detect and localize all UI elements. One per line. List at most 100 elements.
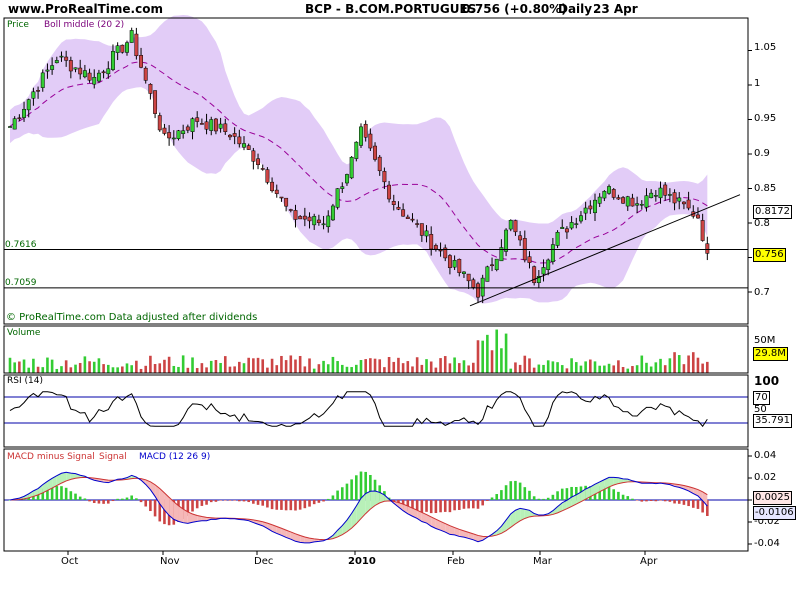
- candle-body: [433, 245, 438, 250]
- candle-body: [401, 209, 406, 217]
- macd-fill: [56, 473, 62, 486]
- candle-body: [307, 216, 312, 222]
- candle-body: [129, 30, 134, 43]
- rsi-ytick-50: 50: [754, 404, 767, 415]
- candle-body: [452, 260, 457, 268]
- candle-body: [653, 195, 658, 197]
- macd-fill: [295, 533, 301, 543]
- volume-bar: [490, 350, 494, 373]
- macd-fill: [150, 481, 156, 497]
- volume-bar: [32, 358, 35, 373]
- macd-hist-bar: [457, 500, 461, 510]
- x-label-oct: Oct: [61, 556, 79, 567]
- x-label-dec: Dec: [254, 556, 274, 567]
- macd-hist-bar: [355, 475, 358, 500]
- x-label-apr: Apr: [640, 556, 658, 567]
- macd-hist-bar: [504, 485, 508, 500]
- bollinger-middle-line: [9, 61, 708, 264]
- macd-fill: [375, 491, 380, 506]
- candle-body: [527, 256, 532, 263]
- macd-fill: [192, 514, 198, 523]
- candle-body: [429, 234, 434, 250]
- macd-ytick: 0.04: [754, 450, 777, 461]
- volume-bar: [191, 357, 194, 373]
- last-price-tag: 0.756: [753, 248, 786, 262]
- macd-hist-bar: [256, 500, 260, 505]
- macd-hist-bar: [514, 480, 517, 500]
- macd-fill: [361, 493, 366, 519]
- macd-hist-bar: [247, 500, 250, 503]
- macd-fill: [290, 531, 296, 542]
- volume-bar: [280, 355, 283, 373]
- volume-bar: [574, 362, 578, 373]
- candle-body: [681, 201, 686, 205]
- macd-hist-bar: [523, 487, 527, 500]
- macd-fill: [496, 526, 502, 536]
- volume-bar: [523, 355, 527, 373]
- macd-hist-bar: [284, 500, 288, 511]
- macd-hist-bar: [106, 500, 110, 504]
- period-label: Daily: [558, 2, 593, 16]
- macd-hist-bar: [186, 500, 190, 517]
- candle-body: [672, 192, 677, 204]
- candle-body: [387, 184, 392, 200]
- macd-hist-bar: [55, 486, 59, 500]
- volume-bar: [64, 360, 68, 373]
- candle-body: [550, 244, 555, 262]
- volume-bar: [462, 360, 466, 373]
- macd-fill: [501, 520, 507, 534]
- candle-body: [686, 199, 691, 209]
- macd-fill: [370, 491, 376, 510]
- macd-hist-bar: [209, 500, 213, 503]
- volume-bar: [369, 358, 372, 373]
- candle-body: [204, 121, 209, 130]
- macd-fill: [66, 472, 71, 481]
- candle-body: [96, 72, 101, 82]
- macd-hist-bar: [270, 500, 274, 510]
- macd-fill: [178, 505, 184, 523]
- candle-body: [504, 229, 509, 252]
- macd-hist-bar: [603, 486, 606, 500]
- macd-hist-bar: [308, 500, 311, 507]
- volume-bar: [565, 368, 569, 373]
- volume-bar: [256, 357, 260, 373]
- candle-body: [120, 44, 125, 53]
- symbol-title: BCP - B.COM.PORTUGUES: [305, 2, 477, 16]
- candle-body: [176, 130, 181, 139]
- macd-hist-bar: [223, 500, 227, 501]
- candle-body: [644, 195, 649, 208]
- candle-body: [73, 67, 78, 70]
- candle-body: [490, 264, 494, 267]
- macd-fill: [61, 472, 67, 484]
- macd-hist-bar: [359, 471, 363, 500]
- macd-hist-bar: [467, 500, 470, 509]
- macd-hist-bar: [490, 497, 494, 500]
- macd-hist-bar: [612, 489, 616, 500]
- site-name[interactable]: www.ProRealTime.com: [8, 2, 163, 16]
- candle-body: [564, 228, 569, 233]
- volume-bar: [55, 368, 59, 373]
- candle-body: [405, 216, 410, 219]
- candle-body: [359, 126, 363, 146]
- candle-body: [190, 118, 195, 132]
- volume-bar: [350, 367, 353, 373]
- volume-bar: [448, 363, 452, 373]
- macd-hist-bar: [439, 500, 442, 513]
- macd-hist-bar: [317, 500, 321, 503]
- candle-body: [513, 220, 518, 233]
- macd-fill: [421, 512, 427, 524]
- volume-bar: [425, 359, 428, 373]
- candle-body: [312, 216, 317, 226]
- candle-body: [321, 223, 326, 226]
- macd-fill: [164, 492, 170, 516]
- macd-fill: [332, 530, 338, 539]
- volume-bar: [673, 352, 676, 373]
- volume-bar: [247, 357, 250, 373]
- x-label-mar: Mar: [533, 556, 552, 567]
- volume-bar: [420, 364, 424, 373]
- candle-body: [125, 42, 129, 53]
- macd-hist-bar: [673, 500, 676, 504]
- candle-body: [546, 259, 551, 270]
- candle-body: [265, 169, 270, 183]
